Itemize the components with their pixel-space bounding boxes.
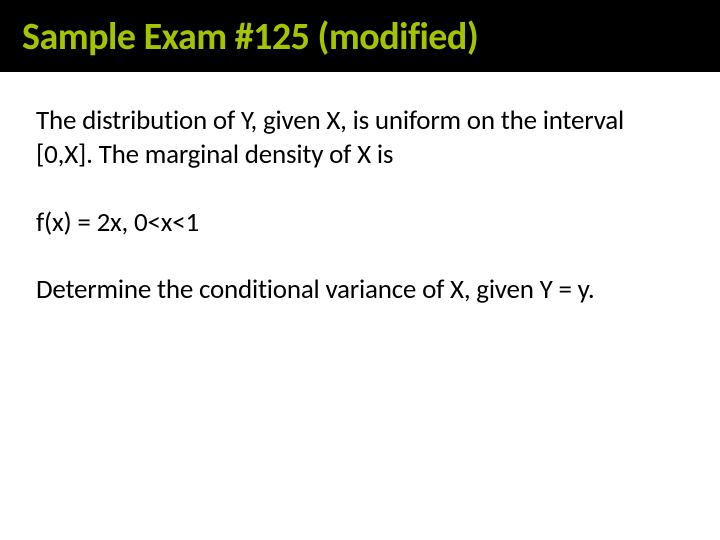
title-bar: Sample Exam #125 (modified)	[0, 0, 720, 72]
paragraph: f(x) = 2x, 0<x<1	[36, 206, 684, 240]
slide-title: Sample Exam #125 (modified)	[22, 14, 698, 60]
slide-body: The distribution of Y, given X, is unifo…	[0, 72, 720, 307]
paragraph: The distribution of Y, given X, is unifo…	[36, 104, 684, 172]
slide: Sample Exam #125 (modified) The distribu…	[0, 0, 720, 540]
paragraph: Determine the conditional variance of X,…	[36, 273, 684, 307]
